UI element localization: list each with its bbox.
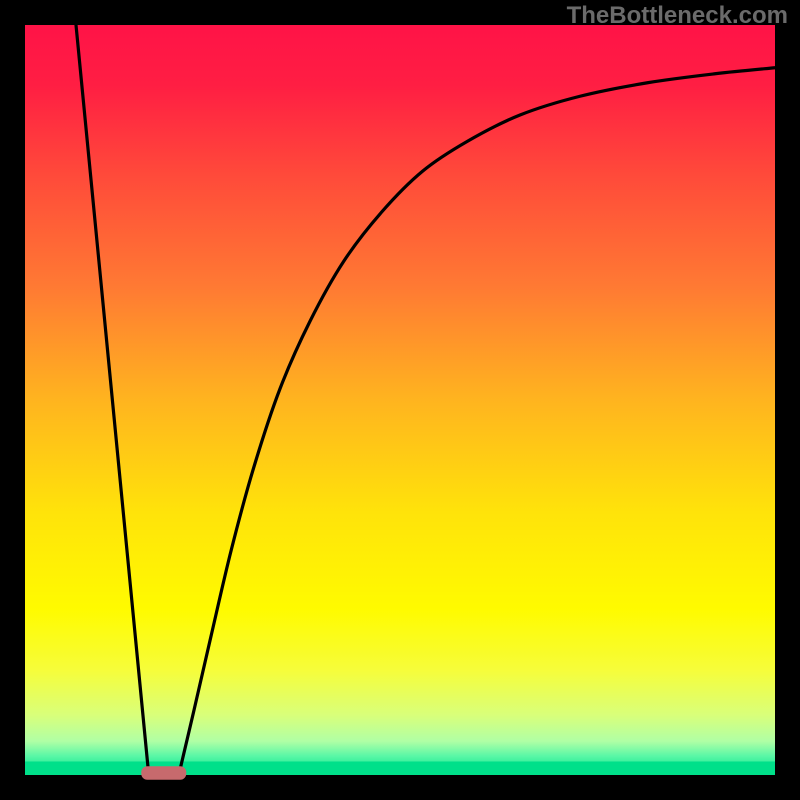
chart-frame: TheBottleneck.com	[0, 0, 800, 800]
bottom-band	[25, 762, 775, 776]
optimal-marker	[141, 766, 186, 780]
bottleneck-chart	[0, 0, 800, 800]
watermark-text: TheBottleneck.com	[567, 2, 788, 30]
